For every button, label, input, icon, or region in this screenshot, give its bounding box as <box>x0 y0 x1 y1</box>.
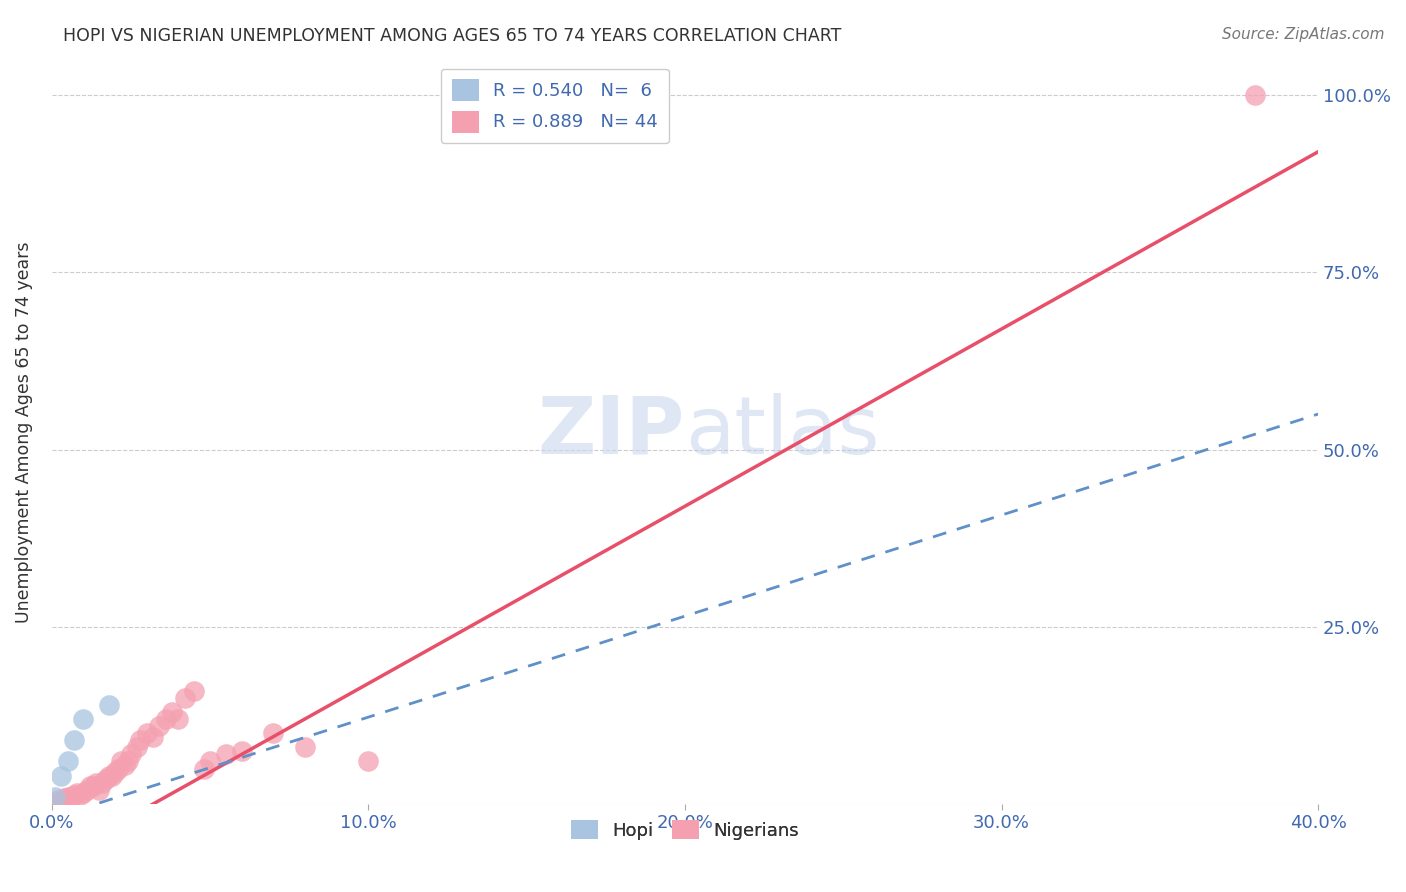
Text: HOPI VS NIGERIAN UNEMPLOYMENT AMONG AGES 65 TO 74 YEARS CORRELATION CHART: HOPI VS NIGERIAN UNEMPLOYMENT AMONG AGES… <box>63 27 842 45</box>
Point <box>69 789 91 803</box>
Point <box>155 712 177 726</box>
Point <box>173 690 195 705</box>
Point <box>357 755 380 769</box>
Point <box>59 789 82 804</box>
Point <box>101 769 124 783</box>
Point <box>110 755 132 769</box>
Point <box>44 789 66 804</box>
Point <box>46 793 69 807</box>
Point <box>129 733 152 747</box>
Point <box>215 747 238 762</box>
Point <box>79 779 101 793</box>
Point <box>120 747 142 762</box>
Text: Source: ZipAtlas.com: Source: ZipAtlas.com <box>1222 27 1385 42</box>
Point <box>193 762 215 776</box>
Legend: Hopi, Nigerians: Hopi, Nigerians <box>564 814 806 847</box>
Point <box>127 740 149 755</box>
Point <box>160 705 183 719</box>
Point <box>262 726 284 740</box>
Point <box>198 755 221 769</box>
Point <box>94 772 117 787</box>
Point <box>231 744 253 758</box>
Point <box>183 683 205 698</box>
Point <box>56 755 79 769</box>
Point <box>72 712 94 726</box>
Point <box>51 793 73 807</box>
Point <box>107 762 129 776</box>
Point <box>41 796 63 810</box>
Y-axis label: Unemployment Among Ages 65 to 74 years: Unemployment Among Ages 65 to 74 years <box>15 241 32 623</box>
Point <box>97 769 120 783</box>
Point <box>142 730 165 744</box>
Point <box>1243 88 1265 103</box>
Point <box>148 719 170 733</box>
Point <box>89 782 111 797</box>
Point <box>91 775 114 789</box>
Point <box>294 740 316 755</box>
Point <box>84 775 107 789</box>
Point <box>44 796 66 810</box>
Point <box>82 779 104 793</box>
Point <box>167 712 190 726</box>
Point <box>104 765 127 780</box>
Point <box>117 755 139 769</box>
Point <box>53 791 76 805</box>
Point <box>114 758 136 772</box>
Point <box>66 786 89 800</box>
Point <box>135 726 157 740</box>
Point <box>51 769 73 783</box>
Point <box>76 782 98 797</box>
Text: atlas: atlas <box>685 392 879 471</box>
Point <box>97 698 120 712</box>
Point <box>56 789 79 804</box>
Point <box>63 789 86 803</box>
Text: ZIP: ZIP <box>537 392 685 471</box>
Point <box>72 786 94 800</box>
Point <box>63 733 86 747</box>
